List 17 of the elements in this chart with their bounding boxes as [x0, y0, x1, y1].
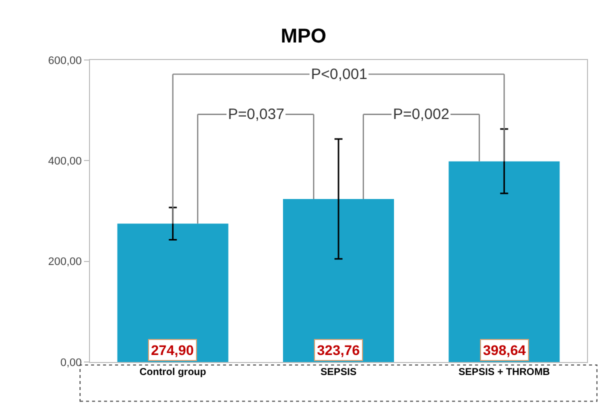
- bar: [283, 199, 394, 362]
- data-label: 398,64: [483, 342, 526, 358]
- x-tick-label: Control group: [140, 367, 206, 378]
- annotation: P=0,002: [393, 106, 450, 123]
- data-label: 274,90: [151, 342, 194, 358]
- bar: [117, 224, 228, 362]
- chart-title: MPO: [280, 25, 326, 48]
- bar: [448, 161, 560, 362]
- y-tick-label: 200,00: [48, 256, 82, 268]
- y-tick-label: 600,00: [48, 54, 82, 67]
- y-tick-label: 400,00: [48, 156, 82, 168]
- x-tick-label: SEPSIS + THROMB: [458, 367, 550, 378]
- data-label: 323,76: [317, 342, 360, 358]
- y-tick-label: 0,00: [60, 356, 82, 369]
- x-tick-label: SEPSIS: [320, 367, 357, 378]
- annotation: P<0,001: [311, 66, 368, 83]
- annotation: P=0,037: [228, 106, 284, 123]
